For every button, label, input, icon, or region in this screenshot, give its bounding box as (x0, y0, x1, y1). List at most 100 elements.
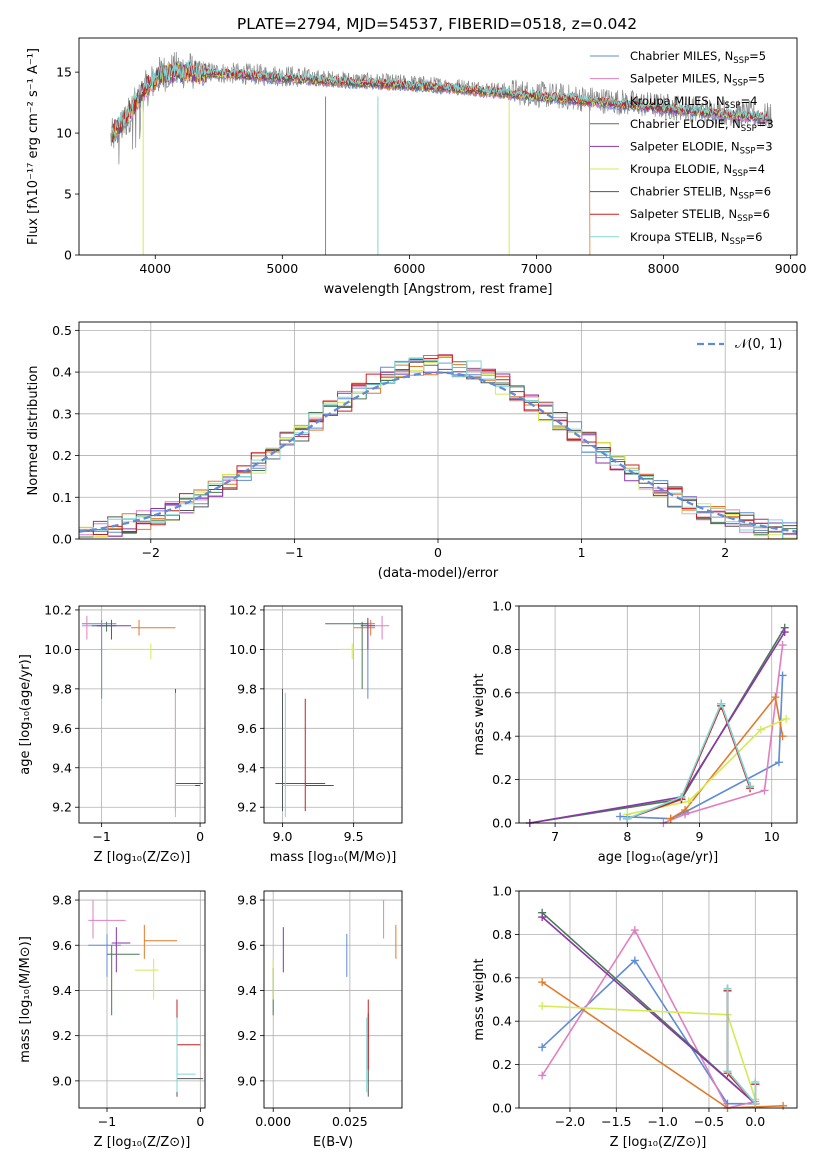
y-tick-label: 0.2 (52, 448, 72, 463)
axes-frame (78, 605, 206, 824)
weight-line-chabrier_miles (620, 675, 784, 820)
weight-marker-chabrier_miles (616, 812, 625, 821)
weight-marker-kroupa_elodie (782, 714, 791, 723)
y-tick-label: 0.8 (492, 927, 512, 942)
legend-text: Salpeter ELODIE, N (630, 139, 740, 153)
axes-frame (263, 605, 403, 824)
x-tick-label: −1 (92, 829, 110, 844)
spectrum-lines (110, 51, 772, 255)
y-tick-label: 0.3 (52, 406, 72, 421)
y-tick-label: 9.8 (52, 681, 72, 696)
y-axis-label: age [log₁₀(age/yr)] (18, 654, 33, 775)
y-tick-label: 9.6 (52, 721, 72, 736)
legend-subscript: SSP (738, 192, 754, 202)
weight-marker-kroupa_miles (779, 1101, 788, 1110)
weight-marker-kroupa_elodie (684, 797, 693, 806)
legend-tail: =6 (745, 230, 762, 244)
x-axis-label: wavelength [Angstrom, rest frame] (324, 282, 553, 297)
y-axis-label: Normed distribution (26, 366, 41, 496)
weight-line-salpeter_elodie (529, 631, 786, 824)
y-tick-label: 9.0 (52, 1073, 72, 1088)
y-tick-label: 9.0 (237, 1073, 257, 1088)
x-tick-label: 10 (764, 829, 780, 844)
weight-marker-kroupa_miles (666, 814, 675, 823)
legend-text: Salpeter MILES, N (630, 72, 732, 86)
weight-line-chabrier_elodie (529, 627, 786, 824)
legend-tail: =6 (753, 207, 770, 221)
y-tick-label: 0.4 (492, 1014, 512, 1029)
weight-marker-salpeter_elodie (780, 628, 789, 637)
y-axis-label: mass weight (472, 673, 487, 755)
y-tick-label: 9.6 (52, 938, 72, 953)
y-tick-label: 0 (64, 248, 72, 263)
histogram-kroupa_stelib (79, 358, 797, 540)
x-tick-label: 7 (551, 829, 559, 844)
axes-frame (518, 605, 798, 824)
weight-marker-kroupa_stelib (746, 782, 755, 791)
legend-label-salpeter_miles: Salpeter MILES, NSSP=5 (630, 72, 765, 89)
legend-tail: =4 (748, 162, 765, 176)
weight-marker-kroupa_miles (771, 693, 780, 702)
weight-line-chabrier_miles (541, 959, 756, 1105)
y-tick-label: 10.0 (44, 642, 72, 657)
axes-frame (78, 37, 798, 256)
legend-subscript: SSP (732, 169, 748, 179)
panel-weight_vs_Z: −2.0 −1.5 −1.0 −0.5 0.0 0.0 0.2 0.4 0.6 0.8 1.0 Z [… (472, 884, 798, 1150)
y-tick-label: 0.6 (492, 685, 512, 700)
plot-area-age_vs_Z (81, 615, 204, 818)
legend-label-gaussian: 𝒩(0, 1) (735, 337, 782, 352)
weight-marker-chabrier_miles (630, 956, 639, 965)
legend-tail: =5 (748, 72, 765, 86)
weight-marker-kroupa_elodie (756, 725, 765, 734)
weight-marker-kroupa_elodie (538, 1002, 547, 1011)
figure-title: PLATE=2794, MJD=54537, FIBERID=0518, z=0… (237, 15, 637, 33)
plot-area-mass_vs_ebv (272, 900, 397, 1097)
y-axis-label: mass weight (472, 958, 487, 1040)
y-tick-label: 0.0 (492, 816, 512, 831)
y-tick-label: 9.4 (237, 983, 257, 998)
weight-marker-salpeter_miles (630, 926, 639, 935)
plot-area-residual_hist: 𝒩(0, 1) (78, 337, 798, 540)
panel-age_vs_Z: −1 0 9.2 9.4 9.6 9.8 10.0 10.2 Z [log₁₀(Z/Z⊙)] ag… (18, 602, 206, 865)
x-axis-label: mass [log₁₀(M/M⊙)] (270, 850, 397, 865)
legend-text: Salpeter STELIB, N (630, 207, 737, 221)
x-axis-label: E(B-V) (313, 1135, 353, 1150)
y-tick-label: 0.8 (492, 642, 512, 657)
x-tick-label: 2 (721, 545, 729, 560)
weight-marker-salpeter_miles (760, 786, 769, 795)
weight-line-salpeter_miles (541, 928, 756, 1109)
legend-text: Chabrier MILES, N (630, 49, 733, 63)
x-tick-label: 5000 (266, 261, 298, 276)
legend-tail: =5 (749, 49, 766, 63)
axes-frame (263, 890, 403, 1109)
x-tick-label: −1 (98, 1114, 116, 1129)
x-tick-label: 9 (696, 829, 704, 844)
legend-text: Kroupa STELIB, N (630, 230, 730, 244)
x-tick-label: 0 (196, 1114, 204, 1129)
plot-area-mass_vs_Z (88, 900, 204, 1097)
y-tick-label: 10.0 (229, 642, 257, 657)
x-tick-label: −0.5 (694, 1114, 724, 1129)
legend-subscript: SSP (725, 101, 741, 111)
y-tick-label: 9.2 (52, 800, 72, 815)
weight-marker-kroupa_stelib (677, 792, 686, 801)
x-tick-label: 0.0 (745, 1114, 765, 1129)
legend-label-kroupa_elodie: Kroupa ELODIE, NSSP=4 (630, 162, 765, 179)
weight-marker-salpeter_elodie (538, 913, 547, 922)
panel-weight_vs_age: 7 8 9 10 0.0 0.2 0.4 0.6 0.8 1.0 age [log₁₀(age/yr… (472, 599, 798, 865)
histogram-kroupa_elodie (79, 356, 797, 539)
legend-tail: =3 (757, 117, 774, 131)
legend-text: Kroupa ELODIE, N (630, 162, 732, 176)
plot-area-weight_vs_Z (538, 908, 788, 1112)
y-tick-label: 9.6 (237, 938, 257, 953)
weight-line-kroupa_stelib (726, 988, 757, 1106)
y-tick-label: 9.4 (52, 760, 72, 775)
y-tick-label: 10.2 (44, 602, 72, 617)
legend-tail: =3 (756, 139, 773, 153)
y-tick-label: 9.8 (237, 893, 257, 908)
x-tick-label: 6000 (394, 261, 426, 276)
y-tick-label: 9.4 (52, 983, 72, 998)
x-tick-label: 1 (578, 545, 586, 560)
